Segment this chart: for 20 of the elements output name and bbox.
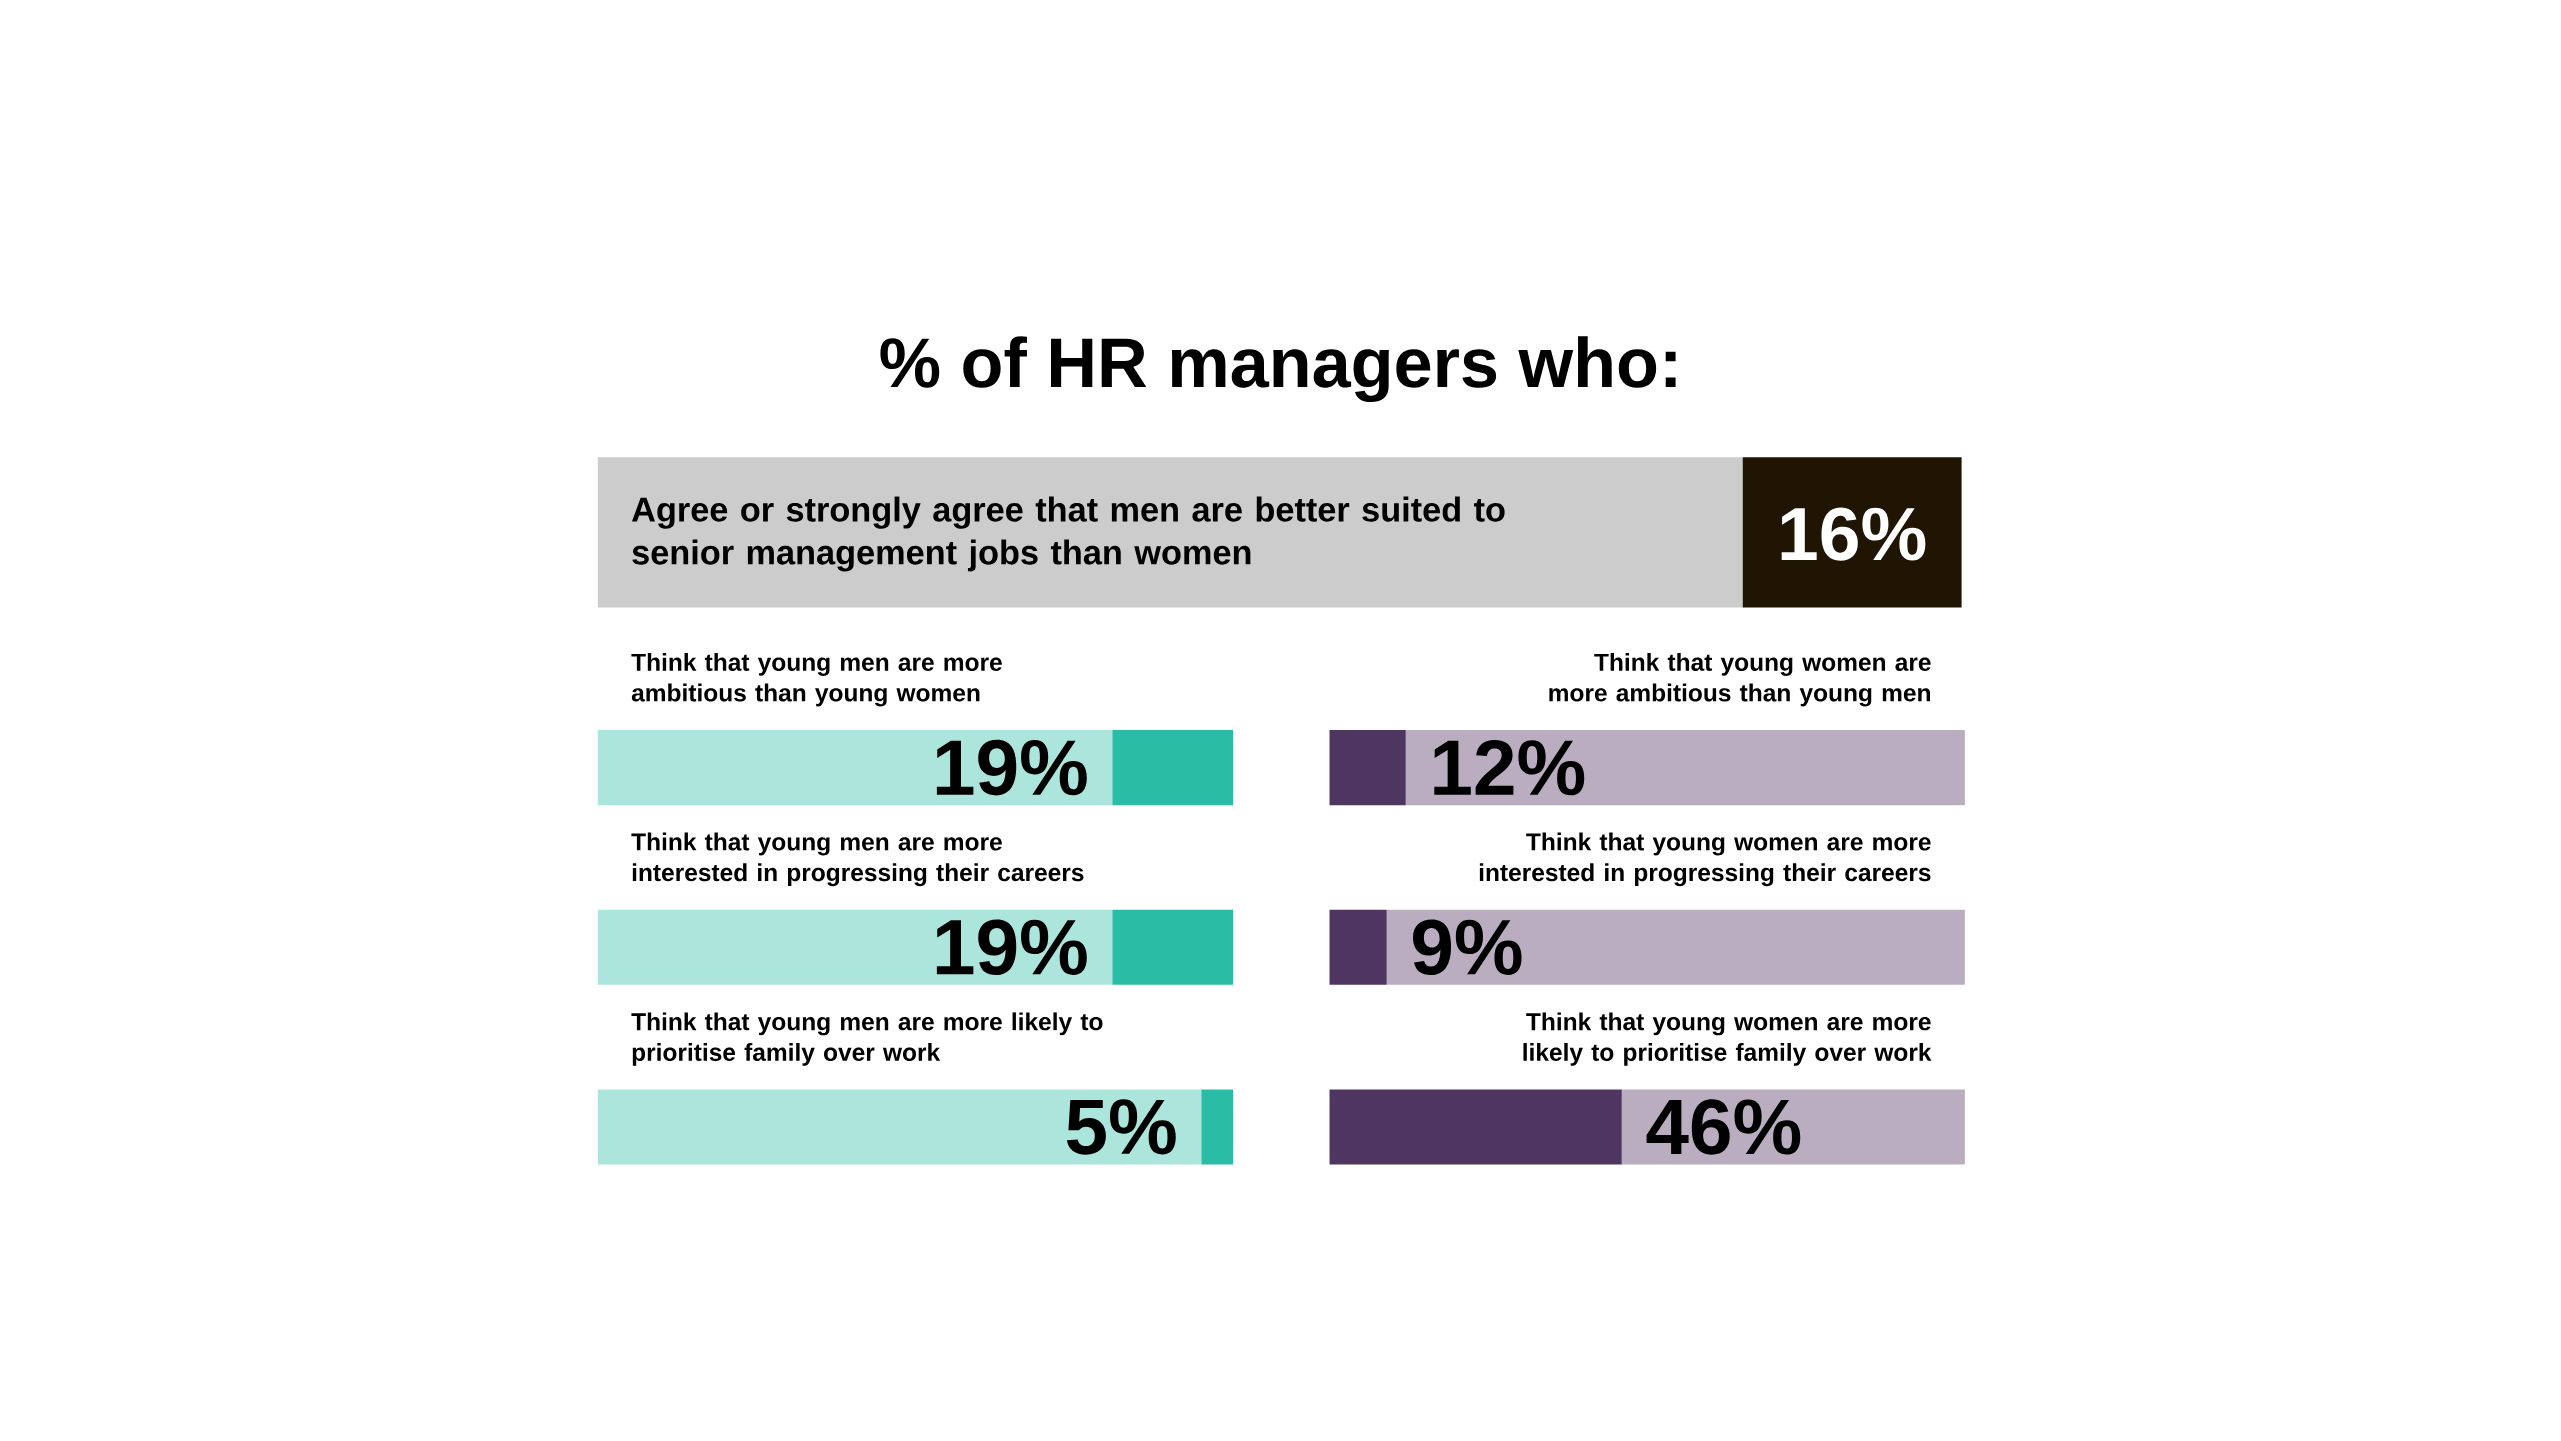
text: Agree or strongly agree that men are better suited to senior management jobs than women	[631, 496, 1505, 572]
y-tick-label: Think that young women are more ambitious than young men	[1549, 653, 1931, 707]
data-label: 5%	[1066, 1099, 1176, 1155]
bar	[1329, 1089, 1622, 1165]
bar	[1329, 730, 1406, 806]
y-tick-label: Think that young men are more likely to prioritise family over work	[631, 1012, 1103, 1067]
y-tick-label: Think that young women are more interested in progressing their careers	[1479, 832, 1931, 887]
y-tick-label: Think that young men are more ambitious than young women	[631, 653, 1002, 707]
y-tick-label: Think that young women are more likely to prioritise family over work	[1523, 1012, 1932, 1067]
y-tick-label: Think that young men are more interested in progressing their careers	[631, 832, 1084, 887]
bar	[1405, 730, 1965, 806]
text: 16%	[1781, 507, 1926, 561]
data-label: 12%	[1434, 740, 1585, 796]
bar	[1329, 909, 1387, 986]
bar	[1386, 909, 1965, 986]
data-label: 19%	[936, 740, 1087, 796]
text: % of HR managers who:	[880, 336, 1676, 403]
data-label: 19%	[936, 919, 1087, 976]
data-label: 46%	[1646, 1099, 1801, 1155]
data-label: 9%	[1412, 919, 1522, 976]
